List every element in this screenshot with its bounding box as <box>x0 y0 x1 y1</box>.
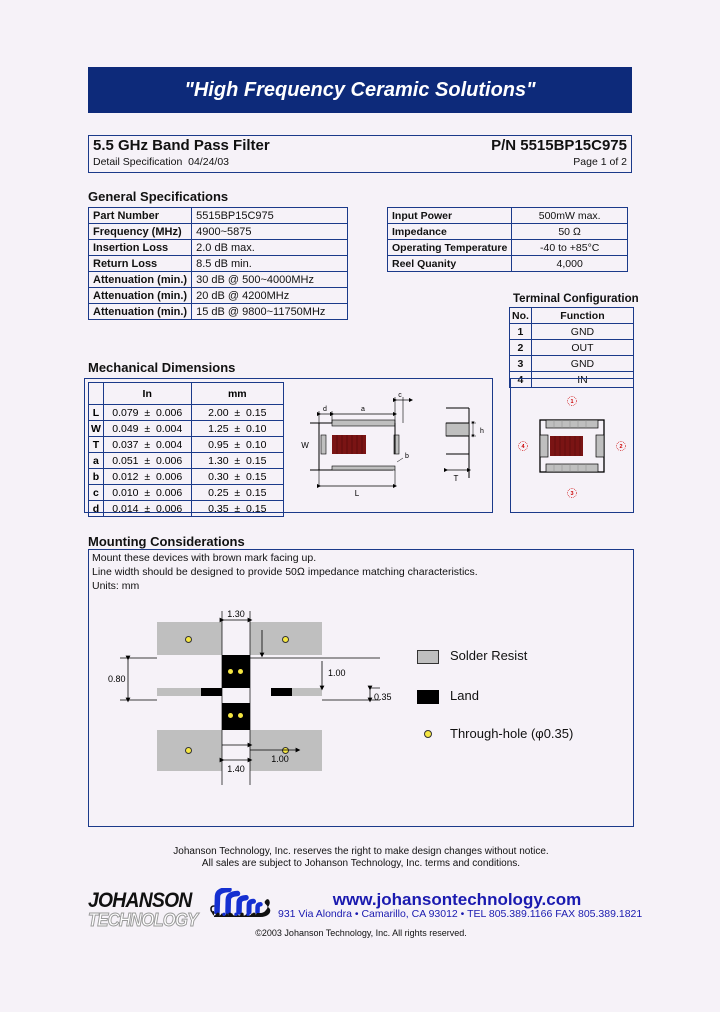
svg-text:1.00: 1.00 <box>328 668 346 678</box>
svg-text:1.40: 1.40 <box>227 764 245 774</box>
svg-text:0.35: 0.35 <box>374 692 392 702</box>
svg-text:0.80: 0.80 <box>108 674 126 684</box>
svg-text:1.00: 1.00 <box>271 754 289 764</box>
svg-text:1.30: 1.30 <box>227 609 245 619</box>
